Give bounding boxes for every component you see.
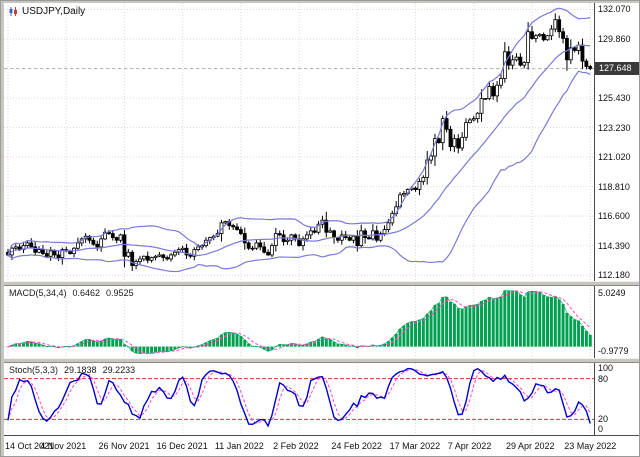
panel-splitter-stoch[interactable] (4, 358, 639, 363)
time-axis-label: 14 Oct 2021 (5, 441, 55, 451)
time-axis-label: 7 Apr 2022 (447, 441, 492, 451)
time-axis-label: 2 Feb 2022 (273, 441, 319, 451)
time-axis-label: 23 May 2022 (564, 441, 617, 451)
time-axis-label: 24 Feb 2022 (331, 441, 382, 451)
price-axis-label: 132.070 (598, 4, 631, 15)
price-axis-label: 112.180 (598, 270, 630, 281)
stoch-axis-label: 100 (598, 363, 614, 373)
price-axis-label: 118.810 (598, 181, 630, 192)
stoch-row: Stoch(5,3,3) 29.1838 29.2233 100 80 20 0 (4, 363, 639, 435)
stoch-axis-label: 0 (598, 424, 604, 434)
time-axis-label: 29 Apr 2022 (506, 441, 555, 451)
time-axis-label: 17 Mar 2022 (389, 441, 441, 451)
chart-title-bar: USDJPY,Daily (9, 6, 85, 17)
price-axis[interactable]: 127.648 132.070129.860127.640125.430123.… (594, 3, 639, 281)
stoch-name: Stoch(5,3,3) (9, 365, 59, 375)
macd-axis-min: -0.9779 (598, 346, 629, 356)
macd-axis-max: 5.0249 (598, 288, 626, 298)
candlestick-chart-icon (9, 7, 18, 16)
price-axis-label: 125.430 (598, 93, 631, 104)
stoch-axis-label: 20 (598, 414, 609, 425)
macd-canvas (4, 286, 594, 358)
time-axis[interactable]: 14 Oct 2021 4 Nov 2021 26 Nov 2021 16 Dec 2… (4, 435, 639, 456)
price-axis-label: 129.860 (598, 33, 631, 44)
panel-splitter-macd[interactable] (4, 281, 639, 286)
time-axis-label: 16 Dec 2021 (156, 441, 208, 451)
macd-signal-value: 0.9525 (106, 288, 134, 298)
price-axis-label: 123.230 (598, 122, 631, 133)
macd-row: MACD(5,34,4) 0.6462 0.9525 5.0249 -0.9779 (4, 286, 639, 358)
stoch-canvas (4, 363, 594, 435)
stoch-axis[interactable]: 100 80 20 0 (594, 363, 639, 435)
macd-label: MACD(5,34,4) 0.6462 0.9525 (9, 288, 134, 298)
price-chart-area[interactable]: USDJPY,Daily (4, 3, 594, 281)
price-chart-canvas (4, 3, 594, 281)
stoch-main-value: 29.1838 (64, 365, 97, 375)
stoch-label: Stoch(5,3,3) 29.1838 29.2233 (9, 365, 135, 375)
price-axis-label: 114.390 (598, 240, 630, 251)
price-axis-label: 121.020 (598, 152, 631, 163)
time-axis-label: 11 Jan 2022 (214, 441, 264, 451)
chart-title: USDJPY,Daily (22, 6, 86, 17)
main-chart-row: USDJPY,Daily 127.648 132.070129.860127.6… (4, 3, 639, 281)
macd-axis[interactable]: 5.0249 -0.9779 (594, 286, 639, 358)
current-price-badge: 127.648 (595, 62, 639, 76)
macd-name: MACD(5,34,4) (9, 288, 67, 298)
stoch-signal-value: 29.2233 (102, 365, 136, 375)
stoch-axis-label: 80 (598, 373, 609, 384)
macd-main-value: 0.6462 (72, 288, 101, 298)
price-axis-label: 116.600 (598, 211, 630, 222)
macd-panel[interactable]: MACD(5,34,4) 0.6462 0.9525 (4, 286, 594, 358)
time-axis-label: 4 Nov 2021 (40, 441, 87, 451)
stoch-panel[interactable]: Stoch(5,3,3) 29.1838 29.2233 (4, 363, 594, 435)
time-axis-label: 26 Nov 2021 (98, 441, 150, 451)
